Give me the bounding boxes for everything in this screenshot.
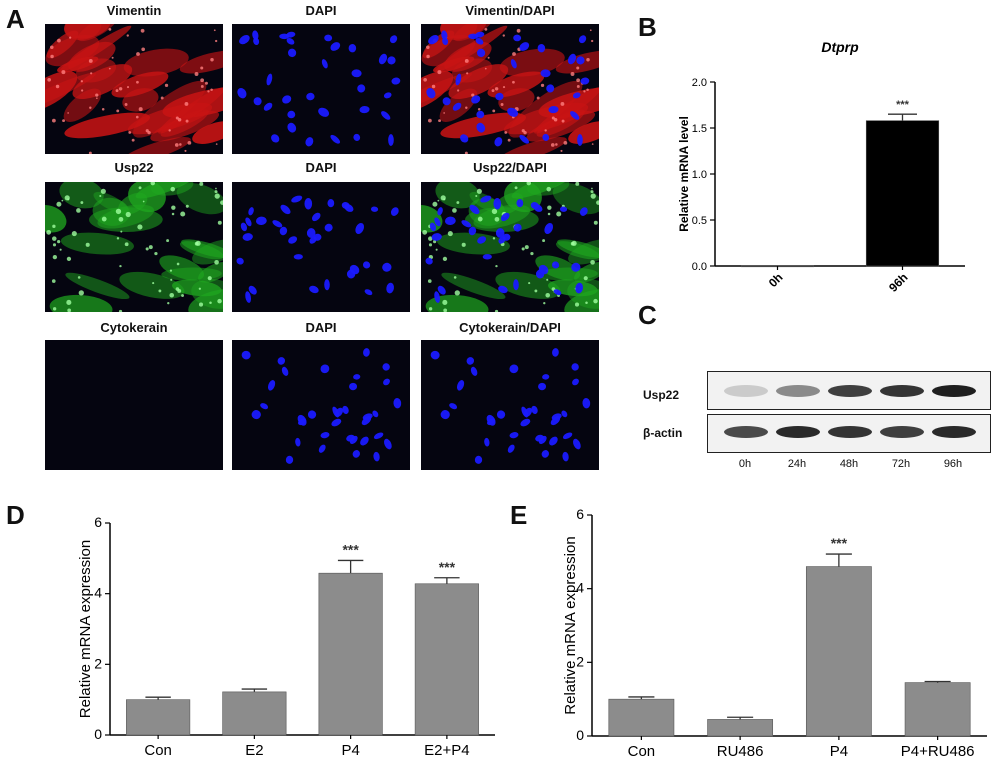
x-tick-label: E2+P4: [424, 742, 469, 759]
x-tick-label: 0h: [766, 270, 786, 290]
panel-letter-d: D: [6, 500, 25, 530]
y-axis-label: Relative mRNA expression: [562, 536, 579, 714]
panel-letter-b: B: [638, 12, 657, 42]
x-tick-label: E2: [245, 742, 263, 759]
micrograph-label-vimentin: Vimentin: [106, 3, 162, 18]
micrograph-label-usp22: Usp22: [114, 160, 154, 175]
y-tick-label: 0.0: [692, 261, 707, 273]
y-tick-label: 4: [94, 585, 102, 601]
y-tick-label: 2.0: [692, 77, 707, 89]
x-tick-label: P4: [341, 742, 359, 759]
significance-mark: ***: [831, 535, 848, 551]
y-tick-label: 2: [94, 655, 102, 671]
blot-strip-usp22: [707, 371, 991, 410]
significance-mark: ***: [439, 559, 456, 575]
blot-lane-label: 24h: [787, 458, 807, 470]
blot-row-label-actin: β-actin: [643, 426, 683, 440]
blot-lane-label: 96h: [943, 458, 963, 470]
panel-letter-c: C: [638, 300, 657, 330]
blot-lane-label: 48h: [839, 458, 859, 470]
bar-P4: [318, 572, 383, 736]
micrograph-label-usp22-dapi: Usp22/DAPI: [473, 160, 547, 175]
bar-RU486: [707, 719, 774, 737]
blot-lane-label: 0h: [738, 458, 752, 470]
micrograph-vimentin: [45, 24, 223, 154]
micrograph-dapi-1: [232, 24, 410, 154]
y-tick-label: 0.5: [692, 215, 707, 227]
y-tick-label: 0: [576, 727, 584, 743]
bar-96h: [865, 120, 940, 267]
y-axis-label: Relative mRNA level: [677, 116, 691, 232]
micrograph-label-cytokerain: Cytokerain: [100, 320, 168, 335]
micrograph-cytokerain-dapi-merge: [421, 340, 599, 470]
micrograph-label-cytokerain-dapi: Cytokerain/DAPI: [459, 320, 561, 335]
bar-P4+RU486: [904, 682, 971, 737]
micrograph-dapi-3: [232, 340, 410, 470]
x-tick-label: P4+RU486: [901, 743, 975, 760]
y-tick-label: 6: [94, 514, 102, 530]
micrograph-label-dapi-2: DAPI: [305, 160, 337, 175]
bar-Con: [608, 698, 675, 737]
chart-title: Dtprp: [821, 40, 859, 55]
significance-mark: ***: [342, 541, 359, 557]
micrograph-dapi-2: [232, 182, 410, 312]
blot-lane-label: 72h: [891, 458, 911, 470]
bar-E2+P4: [414, 583, 479, 736]
x-tick-label: P4: [830, 743, 848, 760]
micrograph-label-dapi-3: DAPI: [305, 320, 337, 335]
significance-mark: ***: [896, 99, 910, 111]
micrograph-usp22: [45, 182, 223, 312]
bar-Con: [126, 699, 191, 736]
panel-letter-e: E: [510, 500, 528, 530]
y-tick-label: 4: [576, 580, 584, 596]
y-tick-label: 6: [576, 506, 584, 522]
micrograph-cytokerain: [45, 340, 223, 470]
panel-letter-a: A: [6, 4, 25, 34]
y-axis-label: Relative mRNA expression: [77, 540, 94, 718]
bar-P4: [805, 566, 872, 737]
chart-b: Dtprp 0.0 0.5 1.0 1.5 2.0 Relative mRNA level 0…: [677, 40, 965, 295]
y-tick-label: 2: [576, 653, 584, 669]
bar-E2: [222, 691, 287, 736]
x-tick-label: RU486: [717, 743, 764, 760]
blot-row-label-usp22: Usp22: [643, 388, 680, 402]
y-tick-label: 1.5: [692, 123, 707, 135]
chart-e: Usp220246Relative mRNA expressionConRU48…: [562, 506, 987, 760]
y-tick-label: 1.0: [692, 169, 707, 181]
x-tick-label: Con: [144, 742, 172, 759]
micrograph-label-dapi-1: DAPI: [305, 3, 337, 18]
micrograph-vimentin-dapi-merge: [421, 24, 599, 154]
x-tick-label: 96h: [886, 270, 911, 295]
micrograph-label-vimentin-dapi: Vimentin/DAPI: [465, 3, 555, 18]
x-tick-label: Con: [628, 743, 656, 760]
micrograph-usp22-dapi-merge: [421, 182, 599, 312]
blot-strip-actin: [707, 414, 991, 453]
y-tick-label: 0: [94, 726, 102, 742]
chart-d: Usp220246Relative mRNA expressionConE2**…: [77, 514, 495, 759]
